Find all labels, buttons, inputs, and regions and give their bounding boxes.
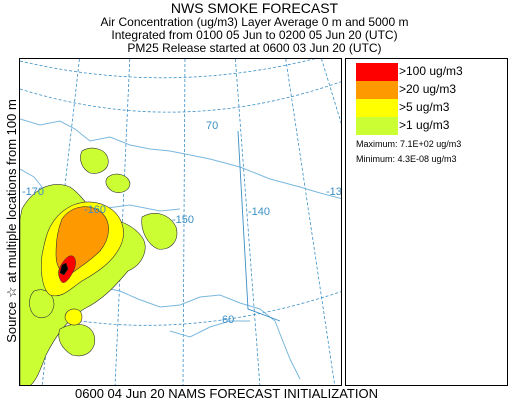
grid-label-neg170: -170: [22, 186, 44, 198]
legend-swatch-orange: [356, 81, 398, 99]
coastline-se: [169, 320, 250, 338]
legend-label: >5 ug/m3: [399, 100, 450, 114]
legend-label: >20 ug/m3: [399, 82, 457, 96]
smoke-gt1-east: [141, 213, 178, 250]
lon-line-far: [321, 59, 341, 124]
legend-swatch-yellow: [356, 99, 398, 117]
smoke-gt1-north: [80, 147, 109, 174]
grid-label-neg160: -160: [84, 204, 106, 216]
chart-title: NWS SMOKE FORECAST: [170, 0, 339, 16]
subtitle-integration: Integrated from 0100 05 Jun to 0200 05 J…: [111, 28, 398, 42]
lat-line-70: [20, 81, 341, 113]
legend-label: >100 ug/m3: [399, 64, 463, 78]
source-marker-cluster: [59, 262, 69, 276]
smoke-gt1-blob: [105, 173, 131, 193]
maximum-value: Maximum: 7.1E+02 ug/m3: [356, 139, 462, 149]
lon-line-140: [234, 59, 261, 385]
lon-line-150: [182, 59, 186, 385]
map-panel[interactable]: 70 -170 -160 -150 -140 -130 60: [19, 58, 342, 386]
grid-label-neg150: -150: [172, 214, 194, 226]
legend-panel: >100 ug/m3 >20 ug/m3 >5 ug/m3 >1 ug/m3 M…: [345, 58, 508, 386]
coastline-north: [20, 118, 341, 199]
lat-line-upper: [20, 59, 315, 79]
lon-line-160: [114, 59, 131, 385]
smoke-gt5-small: [64, 308, 83, 326]
source-location-label: Source ☆ at multiple locations from 100 …: [4, 99, 19, 343]
forecast-initialization-label: 0600 04 Jun 20 NAMS FORECAST INITIALIZAT…: [75, 386, 378, 401]
map-svg: 70 -170 -160 -150 -140 -130 60: [20, 59, 342, 385]
grid-label-70: 70: [206, 120, 218, 132]
legend-swatch-green: [356, 117, 398, 135]
minimum-value: Minimum: 4.3E-08 ug/m3: [356, 154, 457, 164]
lon-line-130: [285, 59, 336, 385]
legend-label: >1 ug/m3: [399, 118, 450, 132]
subtitle-concentration: Air Concentration (ug/m3) Layer Average …: [100, 15, 409, 29]
border-line: [237, 130, 281, 322]
grid-label-neg130: -130: [326, 186, 342, 198]
grid-label-neg140: -140: [248, 206, 270, 218]
legend-swatch-red: [356, 63, 398, 81]
subtitle-release: PM25 Release started at 0600 03 Jun 20 (…: [127, 41, 382, 55]
smoke-gt1-south: [58, 323, 96, 357]
grid-label-60: 60: [222, 314, 234, 326]
